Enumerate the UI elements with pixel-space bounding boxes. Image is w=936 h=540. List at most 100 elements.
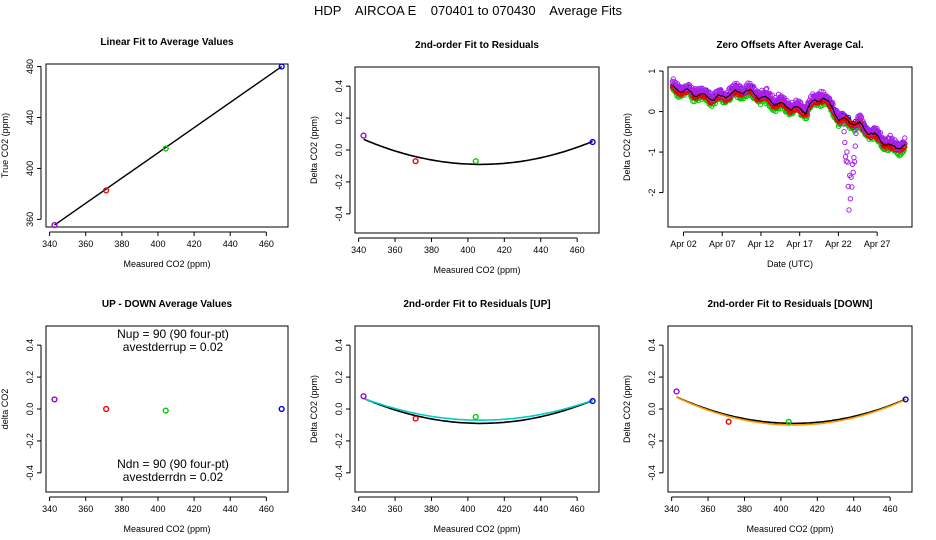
- y-axis-label: Delta CO2 (ppm): [622, 375, 632, 443]
- data-point-violet_cloud: [732, 81, 738, 87]
- y-tick-label: 0.2: [334, 112, 344, 125]
- fit-curve-black: [676, 396, 906, 425]
- y-tick-label: 400: [25, 161, 35, 176]
- data-point-violet_cloud: [846, 207, 852, 213]
- x-tick-label: 340: [351, 245, 366, 255]
- fit-curve-cyan: [363, 397, 593, 421]
- y-tick-label: 1: [647, 69, 657, 74]
- x-tick-label: 380: [737, 504, 752, 514]
- plot-frame: [354, 325, 600, 493]
- y-tick-label: 0.2: [334, 371, 344, 384]
- data-point-violet_cloud: [851, 154, 857, 161]
- y-tick-label: -0.4: [334, 465, 344, 481]
- x-tick-label: Apr 07: [709, 239, 736, 249]
- data-point-violet_cloud: [791, 104, 797, 111]
- x-tick-label: 420: [497, 245, 512, 255]
- annotation-ndn: Ndn = 90 (90 four-pt): [117, 457, 229, 471]
- y-tick-label: -0.2: [25, 433, 35, 449]
- plot-frame: [667, 66, 913, 228]
- x-tick-label: 440: [223, 504, 238, 514]
- x-tick-label: 400: [150, 239, 165, 249]
- x-tick-label: Apr 17: [786, 239, 813, 249]
- panel-p3: Zero Offsets After Average Cal. Apr 02 Apr…: [622, 40, 913, 269]
- x-tick-label: 460: [259, 504, 274, 514]
- data-point-violet_cloud: [781, 95, 787, 101]
- data-point-violet_cloud: [854, 125, 860, 131]
- fit-curve-black: [363, 397, 593, 425]
- data-point-violet_cloud: [847, 196, 854, 202]
- y-tick-label: 0.2: [25, 371, 35, 384]
- x-tick-label: 440: [533, 245, 548, 255]
- data-point-purple: [360, 393, 367, 400]
- panel-p2: 2nd-order Fit to Residuals 340 360 380 400 42…: [309, 40, 600, 275]
- plot-frame: [354, 66, 600, 234]
- data-point-blue: [589, 138, 596, 146]
- x-tick-label: 380: [424, 504, 439, 514]
- x-tick-label: 460: [259, 239, 274, 249]
- x-tick-label: Apr 22: [825, 239, 852, 249]
- x-tick-label: 440: [223, 239, 238, 249]
- x-axis-label: Date (UTC): [767, 259, 813, 269]
- annotation-nup: Nup = 90 (90 four-pt): [117, 327, 229, 341]
- data-point-violet_cloud: [850, 169, 856, 176]
- chart-title: Zero Offsets After Average Cal.: [716, 40, 863, 51]
- panel-p1: Linear Fit to Average Values 340 360 380 400…: [0, 37, 289, 269]
- x-axis-label: Measured CO2 (ppm): [746, 524, 833, 534]
- y-axis-label: Delta CO2 (ppm): [309, 116, 319, 184]
- x-tick-label: 420: [497, 504, 512, 514]
- data-point-violet_cloud: [849, 184, 855, 190]
- data-point-violet_cloud: [902, 135, 908, 141]
- y-tick-label: 0.0: [334, 144, 344, 157]
- x-tick-label: 460: [570, 245, 585, 255]
- data-point-violet_cloud: [842, 139, 848, 146]
- y-tick-label: -2: [647, 189, 657, 197]
- y-tick-label: -1: [647, 148, 657, 156]
- chart-title: 2nd-order Fit to Residuals [UP]: [403, 299, 550, 310]
- data-point-violet_cloud: [689, 90, 695, 96]
- annotation-avestderrup: avestderrup = 0.02: [123, 340, 224, 354]
- data-point-green: [162, 145, 169, 152]
- data-point-violet_cloud: [844, 149, 850, 155]
- data-point-violet_cloud: [767, 92, 773, 98]
- y-tick-label: 0.4: [334, 339, 344, 352]
- x-tick-label: 340: [664, 504, 679, 514]
- y-tick-label: -0.2: [334, 174, 344, 190]
- data-point-red: [103, 187, 110, 194]
- x-tick-label: 400: [460, 504, 475, 514]
- x-tick-label: 400: [460, 245, 475, 255]
- x-tick-label: 400: [150, 504, 165, 514]
- data-point-violet_cloud: [841, 128, 847, 135]
- panel-p4: UP - DOWN Average Values 340 360 380 400 420 4…: [0, 299, 289, 534]
- data-point-violet_cloud: [763, 86, 769, 93]
- y-tick-label: 0: [647, 109, 657, 114]
- data-point-purple: [360, 132, 367, 139]
- annotation-avestderrdn: avestderrdn = 0.02: [123, 470, 224, 484]
- plot-frame: [45, 63, 289, 228]
- fit-curve-black: [363, 138, 593, 166]
- x-tick-label: 420: [187, 239, 202, 249]
- data-point-blue: [278, 63, 285, 70]
- y-tick-label: -0.2: [647, 433, 657, 449]
- data-point-violet_cloud: [818, 88, 824, 95]
- y-tick-label: -0.4: [334, 206, 344, 222]
- x-tick-label: 360: [388, 504, 403, 514]
- data-point-red: [412, 158, 419, 165]
- y-tick-label: 360: [25, 212, 35, 227]
- data-point-violet_cloud: [764, 85, 770, 92]
- data-point-purple: [51, 221, 58, 229]
- y-axis-label: Delta CO2 (ppm): [622, 113, 632, 181]
- data-point-violet_cloud: [844, 159, 851, 165]
- y-tick-label: 480: [25, 59, 35, 74]
- x-tick-label: 420: [187, 504, 202, 514]
- y-tick-label: -0.4: [25, 465, 35, 481]
- y-axis-label: delta CO2: [0, 389, 10, 430]
- data-point-red: [103, 405, 110, 413]
- plot-frame: [667, 325, 913, 493]
- data-point-green: [472, 158, 479, 165]
- x-tick-label: 440: [846, 504, 861, 514]
- data-point-violet_cloud: [727, 92, 734, 98]
- x-tick-label: 460: [883, 504, 898, 514]
- y-tick-label: 0.0: [334, 403, 344, 416]
- data-point-violet_cloud: [840, 121, 847, 127]
- x-tick-label: 400: [773, 504, 788, 514]
